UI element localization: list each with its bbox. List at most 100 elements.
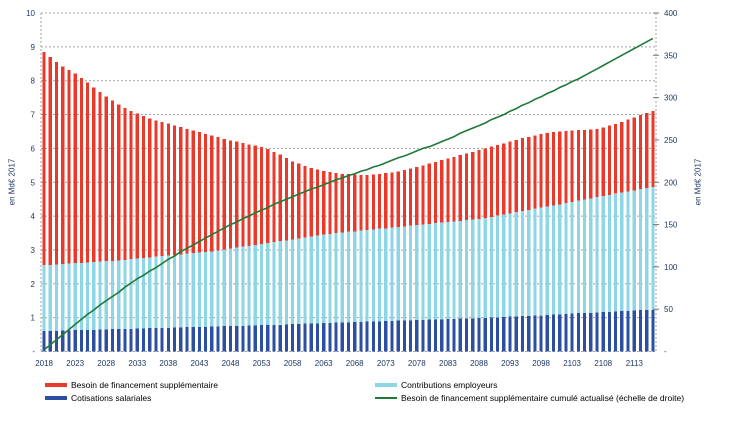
right-axis-title: en Md€ 2017 [693, 158, 703, 206]
bar-contributions [645, 188, 649, 311]
x-axis-tick-label: 2083 [439, 359, 457, 368]
bar-cotisations [148, 328, 152, 352]
bar-contributions [148, 257, 152, 329]
x-axis-tick-label: 2048 [222, 359, 240, 368]
bar-cotisations [558, 314, 562, 352]
bar-cotisations [42, 331, 46, 352]
bar-cotisations [179, 327, 183, 352]
bar-besoin [141, 115, 146, 259]
bar-cotisations [48, 330, 52, 352]
bar-cotisations [427, 319, 431, 352]
bar-cotisations [551, 314, 556, 352]
bar-cotisations [98, 329, 102, 352]
bar-besoin [409, 168, 413, 226]
bar-besoin [607, 125, 612, 195]
bar-besoin [54, 62, 59, 265]
bar-contributions [185, 253, 189, 328]
bar-besoin [340, 173, 344, 233]
bar-besoin [309, 168, 313, 237]
bar-besoin [638, 115, 643, 189]
bar-cotisations [365, 321, 369, 352]
bar-cotisations [172, 327, 177, 352]
bar-contributions [322, 234, 326, 323]
bar-contributions [266, 243, 270, 326]
bar-cotisations [645, 310, 649, 352]
bar-contributions [253, 244, 257, 326]
bar-contributions [110, 260, 115, 330]
bar-besoin [42, 51, 46, 266]
bar-cotisations [340, 322, 344, 352]
bar-cotisations [303, 323, 307, 352]
bar-contributions [73, 263, 77, 331]
bar-cotisations [626, 310, 630, 352]
left-axis-tick-label: 2 [31, 280, 36, 289]
bar-besoin [446, 158, 450, 223]
bar-besoin [166, 123, 170, 256]
bar-besoin [440, 160, 444, 223]
bar-contributions [191, 253, 195, 328]
bar-cotisations [191, 327, 195, 352]
bar-besoin [632, 117, 636, 191]
bar-contributions [259, 243, 264, 326]
x-axis-tick-label: 2103 [563, 359, 581, 368]
bar-contributions [495, 215, 500, 318]
bar-contributions [427, 223, 431, 320]
bar-contributions [433, 223, 438, 320]
bar-besoin [539, 134, 543, 208]
bar-besoin [247, 144, 251, 246]
bar-cotisations [61, 330, 65, 352]
bar-besoin [160, 122, 164, 256]
bar-contributions [79, 262, 83, 331]
bar-cotisations [446, 319, 450, 352]
bar-contributions [415, 225, 419, 320]
bar-cotisations [259, 325, 264, 352]
bar-cotisations [421, 320, 425, 352]
bar-besoin [377, 173, 382, 229]
bar-besoin [427, 163, 431, 224]
right-axis-tick-label: 250 [664, 136, 678, 145]
bar-contributions [377, 228, 382, 322]
bar-besoin [346, 174, 351, 232]
bar-besoin [129, 110, 133, 260]
bar-cotisations [601, 312, 605, 352]
bar-cotisations [638, 310, 643, 352]
bar-cotisations [527, 316, 531, 352]
bar-besoin [353, 174, 357, 232]
bar-cotisations [185, 327, 189, 352]
bar-cotisations [129, 328, 133, 352]
bar-besoin [253, 145, 257, 245]
bar-cotisations [247, 325, 251, 352]
bar-contributions [558, 204, 562, 315]
bar-besoin [415, 167, 419, 226]
bar-cotisations [570, 313, 574, 352]
bar-contributions [471, 219, 475, 319]
bar-besoin [266, 149, 270, 244]
bar-besoin [191, 130, 195, 253]
bar-contributions [61, 263, 65, 331]
bar-cotisations [346, 322, 351, 352]
bar-cotisations [79, 330, 83, 352]
right-axis-tick-label: 50 [664, 305, 673, 314]
bar-cotisations [651, 309, 655, 352]
bar-contributions [607, 194, 612, 312]
bar-contributions [204, 252, 208, 327]
bar-cotisations [502, 317, 506, 352]
bar-cotisations [297, 324, 301, 352]
bar-besoin [290, 161, 295, 240]
bar-contributions [92, 261, 96, 330]
bar-cotisations [458, 318, 462, 352]
bar-contributions [67, 263, 71, 331]
bar-besoin [551, 132, 556, 206]
bar-cotisations [135, 328, 139, 352]
bar-contributions [452, 221, 456, 319]
bar-contributions [228, 248, 233, 327]
bar-cotisations [284, 324, 288, 352]
bar-contributions [446, 222, 450, 319]
bar-cotisations [222, 326, 226, 352]
bar-besoin [222, 138, 226, 250]
bar-contributions [582, 199, 587, 313]
bar-besoin [626, 119, 630, 192]
bar-cotisations [607, 311, 612, 352]
x-axis-tick-label: 2078 [408, 359, 426, 368]
left-axis-tick-label: 1 [31, 314, 36, 323]
